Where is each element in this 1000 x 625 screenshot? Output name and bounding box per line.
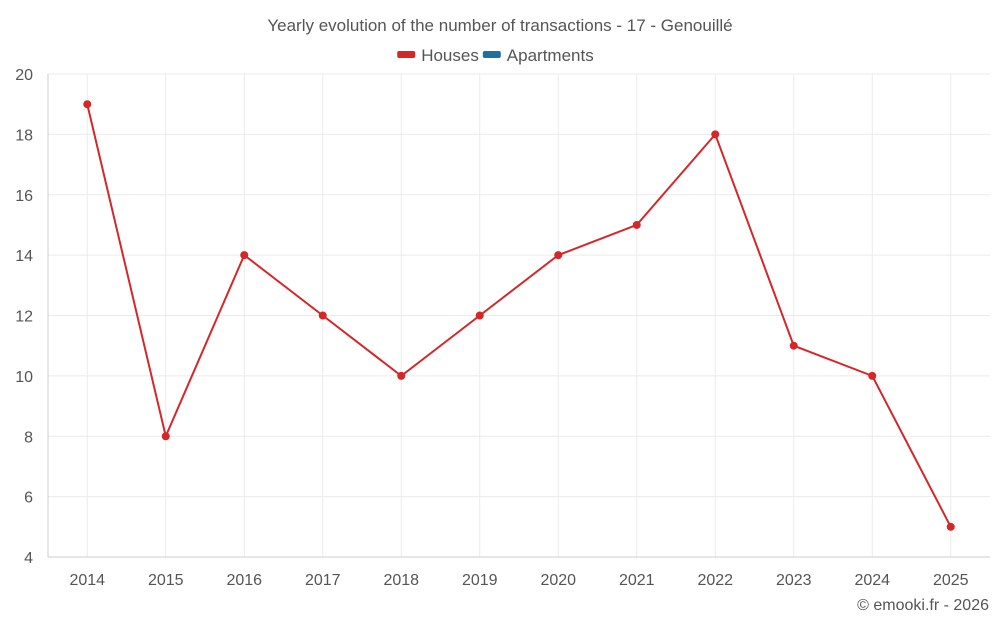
legend-label: Houses: [421, 46, 479, 65]
data-point-houses[interactable]: [161, 432, 170, 441]
data-point-houses[interactable]: [240, 251, 249, 260]
data-point-houses[interactable]: [789, 341, 798, 350]
x-tick-label: 2024: [854, 572, 890, 589]
legend-swatch: [397, 51, 416, 58]
data-point-houses[interactable]: [475, 311, 484, 320]
y-tick-label: 8: [24, 429, 33, 446]
y-tick-label: 12: [15, 309, 33, 326]
y-tick-label: 6: [24, 490, 33, 507]
y-tick-label: 4: [24, 550, 33, 567]
x-tick-label: 2020: [540, 572, 576, 589]
x-tick-label: 2016: [226, 572, 262, 589]
y-tick-label: 16: [15, 188, 33, 205]
data-point-houses[interactable]: [711, 130, 720, 139]
data-point-houses[interactable]: [318, 311, 327, 320]
x-tick-label: 2015: [148, 572, 184, 589]
x-tick-label: 2021: [619, 572, 655, 589]
chart-title: Yearly evolution of the number of transa…: [267, 16, 732, 35]
data-point-houses[interactable]: [868, 371, 877, 380]
grid: [48, 73, 990, 557]
x-tick-label: 2017: [305, 572, 341, 589]
x-tick-label: 2018: [383, 572, 419, 589]
data-point-houses[interactable]: [554, 251, 563, 260]
x-tick-label: 2019: [462, 572, 498, 589]
x-tick-label: 2014: [69, 572, 105, 589]
credit-text: © emooki.fr - 2026: [857, 597, 989, 614]
legend-swatch: [482, 51, 501, 58]
legend[interactable]: Houses Apartments: [397, 46, 594, 65]
series-line-houses: [86, 103, 952, 528]
legend-item-houses[interactable]: Houses: [397, 46, 479, 65]
x-tick-label: 2022: [697, 572, 733, 589]
data-point-houses[interactable]: [397, 371, 406, 380]
data-point-houses[interactable]: [946, 522, 955, 531]
data-point-houses[interactable]: [632, 220, 641, 229]
axes: 4 6 8 10 12 14 16 18 20 2014 2015 2016 2017 2018 2019 2…: [15, 67, 990, 589]
y-tick-label: 18: [15, 127, 33, 144]
legend-label: Apartments: [507, 46, 594, 65]
y-tick-label: 14: [15, 248, 33, 265]
y-tick-label: 10: [15, 369, 33, 386]
y-tick-label: 20: [15, 67, 33, 84]
x-tick-label: 2025: [933, 572, 969, 589]
series-group: [83, 100, 955, 531]
x-tick-label: 2023: [776, 572, 812, 589]
data-point-houses[interactable]: [83, 100, 92, 109]
legend-item-apartments[interactable]: Apartments: [482, 46, 594, 65]
